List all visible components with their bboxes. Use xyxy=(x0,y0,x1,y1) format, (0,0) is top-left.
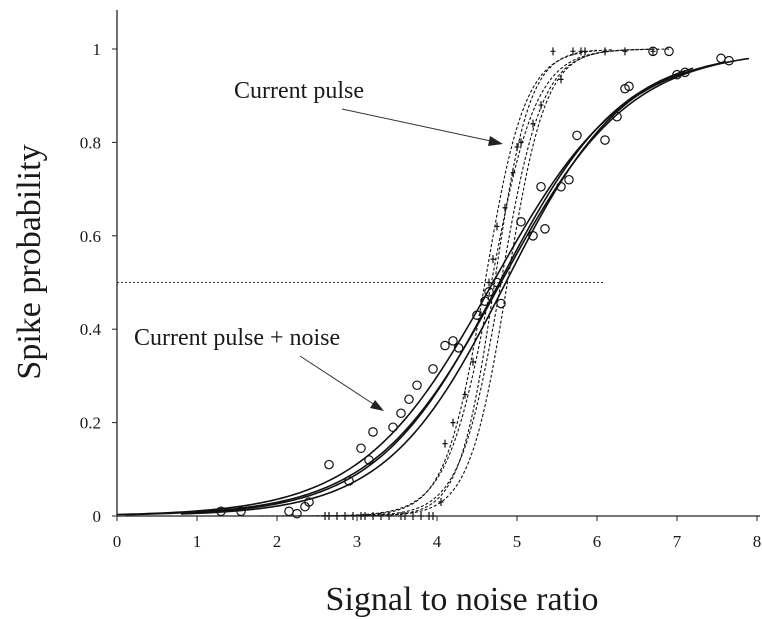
dashed-fit-curve-3 xyxy=(301,49,598,517)
arrow-current-pulse xyxy=(341,108,503,146)
plus-point-19 xyxy=(450,418,456,427)
plus-point-30 xyxy=(530,119,536,128)
x-tick-label-5: 5 xyxy=(513,532,522,551)
x-tick-label-6: 6 xyxy=(593,532,602,551)
x-tick-label-0: 0 xyxy=(113,532,122,551)
solid-fit-curve-2 xyxy=(124,57,750,516)
circle-point-17 xyxy=(440,340,450,351)
circle-point-23 xyxy=(492,277,502,288)
circle-point-25 xyxy=(516,216,526,227)
y-tick-label-0.2: 0.2 xyxy=(80,414,101,433)
x-axis-title: Signal to noise ratio xyxy=(326,581,599,618)
solid-fit-curve-4 xyxy=(180,70,686,515)
plus-point-28 xyxy=(514,143,520,152)
circle-point-10 xyxy=(364,455,374,465)
dashed-fit-curve-5 xyxy=(324,48,670,517)
x-tick-label-3: 3 xyxy=(353,532,362,551)
circle-point-15 xyxy=(412,380,422,391)
circle-point-29 xyxy=(556,181,566,192)
y-tick-label-0.6: 0.6 xyxy=(80,227,101,246)
solid-fit-curve-1 xyxy=(116,61,726,516)
circle-point-19 xyxy=(453,343,464,353)
circle-point-24 xyxy=(496,298,506,309)
circle-point-27 xyxy=(536,181,546,192)
circle-point-4 xyxy=(292,508,302,519)
plus-point-38 xyxy=(622,47,628,56)
circle-point-13 xyxy=(396,408,406,419)
circle-point-40 xyxy=(716,53,726,64)
circle-point-6 xyxy=(304,497,314,507)
circle-point-7 xyxy=(324,459,334,470)
annotation-current-pulse-noise: Current pulse + noise xyxy=(134,325,340,351)
circle-point-33 xyxy=(612,111,622,122)
x-tick-label-8: 8 xyxy=(753,532,762,551)
y-axis-title: Spike probability xyxy=(11,144,48,379)
annotations: Current pulse Current pulse + noise xyxy=(134,78,503,411)
circle-point-18 xyxy=(448,336,458,346)
plus-point-17 xyxy=(438,497,444,506)
circle-point-11 xyxy=(368,427,378,437)
plus-point-36 xyxy=(582,47,588,56)
plot-area xyxy=(116,46,750,520)
circle-point-16 xyxy=(428,364,438,374)
circle-point-26 xyxy=(528,231,538,241)
plus-point-24 xyxy=(490,255,496,264)
plus-point-20 xyxy=(462,390,468,399)
x-ticks: 0 1 2 3 4 5 6 7 8 xyxy=(113,516,762,551)
y-tick-label-0.8: 0.8 xyxy=(80,133,101,152)
circle-point-35 xyxy=(624,81,634,92)
circle-point-14 xyxy=(404,394,414,405)
circle-point-31 xyxy=(572,130,582,141)
y-tick-label-1: 1 xyxy=(93,40,102,59)
plus-point-21 xyxy=(470,357,476,366)
circle-point-28 xyxy=(540,223,550,234)
arrow-current-pulse-noise xyxy=(299,355,384,411)
plus-point-23 xyxy=(486,278,492,287)
circle-point-37 xyxy=(664,46,674,57)
circle-point-8 xyxy=(344,476,354,486)
y-ticks: 0 0.2 0.4 0.6 0.8 1 xyxy=(80,40,117,526)
plus-point-18 xyxy=(442,439,448,448)
x-tick-label-4: 4 xyxy=(433,532,442,551)
circle-point-39 xyxy=(680,67,690,78)
circle-point-9 xyxy=(356,443,366,454)
plus-point-37 xyxy=(602,47,608,56)
circle-point-41 xyxy=(724,55,734,66)
plus-point-22 xyxy=(478,311,484,320)
x-tick-label-1: 1 xyxy=(193,532,202,551)
plus-point-29 xyxy=(518,138,524,147)
circle-point-3 xyxy=(284,506,294,517)
plus-point-27 xyxy=(510,168,516,177)
y-tick-label-0: 0 xyxy=(93,507,102,526)
circle-point-22 xyxy=(484,287,494,297)
plus-point-33 xyxy=(558,75,564,84)
plus-point-39 xyxy=(650,47,656,56)
plus-point-34 xyxy=(570,47,576,56)
circle-point-30 xyxy=(564,174,574,185)
x-tick-label-7: 7 xyxy=(673,532,682,551)
annotation-current-pulse: Current pulse xyxy=(234,78,364,104)
circle-point-12 xyxy=(388,422,398,433)
y-tick-label-0.4: 0.4 xyxy=(80,320,102,339)
solid-fit-curve-3 xyxy=(188,67,694,514)
circle-point-36 xyxy=(648,46,658,57)
circle-point-21 xyxy=(480,296,490,306)
x-tick-label-2: 2 xyxy=(273,532,282,551)
plus-point-32 xyxy=(550,47,556,56)
circle-point-32 xyxy=(600,135,610,145)
plus-point-31 xyxy=(538,101,544,110)
plus-point-25 xyxy=(494,222,500,231)
plus-point-26 xyxy=(502,203,508,212)
